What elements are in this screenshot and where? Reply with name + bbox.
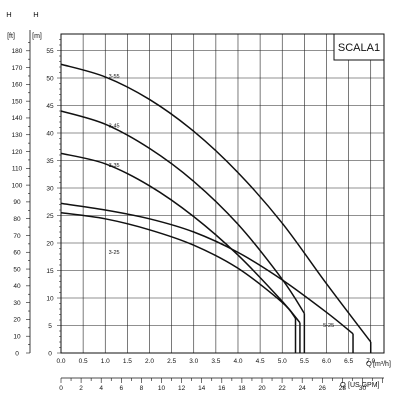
x-secondary-tick-label: 22	[278, 385, 286, 392]
y-left-tick-label: 140	[12, 115, 23, 122]
x-tick-label: 1.0	[101, 358, 110, 365]
y-right-tick-label: 0	[48, 350, 52, 357]
curves	[60, 63, 372, 353]
axes	[26, 30, 385, 383]
curve-3-55	[60, 63, 372, 343]
y-right-tick-label: 45	[46, 103, 54, 110]
y-left-tick-label: 90	[13, 199, 21, 206]
curve-3-25	[60, 212, 297, 319]
x-secondary-tick-label: 10	[158, 385, 166, 392]
y-left-tick-label: 150	[12, 98, 23, 105]
y-left-tick-label: 180	[12, 48, 23, 55]
x-secondary-tick-label: 16	[218, 385, 226, 392]
x-secondary-tick-label: 24	[299, 385, 307, 392]
x-secondary-tick-label: 8	[140, 385, 144, 392]
x-tick-label: 2.5	[167, 358, 176, 365]
x-secondary-tick-label: 12	[178, 385, 186, 392]
x-secondary-tick-label: 28	[339, 385, 347, 392]
x-tick-label: 6.5	[344, 358, 353, 365]
y-left-tick-label: 0	[15, 350, 19, 357]
y-right-tick-label: 35	[46, 158, 54, 165]
curve-label-3-35: 3-35	[109, 163, 120, 169]
x-tick-label: 5.5	[300, 358, 309, 365]
x-secondary-tick-label: 30	[359, 385, 367, 392]
x-tick-label: 0.5	[79, 358, 88, 365]
x-tick-label: 6.0	[322, 358, 331, 365]
x-secondary-tick-label: 0	[59, 385, 63, 392]
x-secondary-tick-label: 26	[319, 385, 327, 392]
y-left-tick-label: 20	[13, 317, 21, 324]
x-tick-label: 4.5	[256, 358, 265, 365]
y-right-tick-label: 20	[46, 240, 54, 247]
y-left-tick-label: 160	[12, 82, 23, 89]
y-left-tick-label: 130	[12, 132, 23, 139]
x-tick-label: 3.5	[211, 358, 220, 365]
x-tick-label: 2.0	[145, 358, 154, 365]
x-axis-unit: [m³/h]	[373, 361, 391, 368]
x-secondary-tick-label: 4	[99, 385, 103, 392]
y-left-axis-label: H	[6, 10, 11, 19]
x-secondary-axis-label: Q	[340, 380, 346, 389]
chart-title: SCALA1	[338, 42, 380, 54]
y-left-tick-label: 120	[12, 149, 23, 156]
y-right-tick-label: 5	[48, 323, 52, 330]
y-left-tick-label: 80	[13, 216, 21, 223]
x-tick-label: 4.0	[233, 358, 242, 365]
y-right-tick-label: 25	[46, 213, 54, 220]
y-left-tick-label: 110	[12, 166, 23, 173]
x-secondary-tick-label: 14	[198, 385, 206, 392]
x-secondary-tick-label: 20	[258, 385, 266, 392]
x-secondary-axis-unit: [US GPM]	[348, 382, 380, 389]
labels: 0.0 0.5 1.0 1.5 2.0 2.5 3.0 3.5 4.0 4.5 5.0 5.5 6.0 6…	[12, 48, 376, 392]
curve-3-35	[60, 152, 301, 324]
y-right-tick-label: 15	[46, 268, 54, 275]
y-right-tick-label: 40	[46, 130, 54, 137]
plot-frame	[60, 33, 385, 354]
curve-3-45	[60, 110, 305, 314]
y-right-tick-label: 50	[46, 75, 54, 82]
y-left-tick-label: 30	[13, 300, 21, 307]
y-right-axis-unit: [m]	[32, 33, 42, 40]
curve-label-3-55: 3-55	[109, 74, 120, 80]
y-left-tick-label: 10	[13, 334, 21, 341]
x-axis-label: Q	[366, 359, 372, 368]
y-right-axis-label: H	[33, 10, 38, 19]
y-right-tick-label: 30	[46, 185, 54, 192]
curve-label-3-45: 3-45	[109, 124, 120, 130]
x-tick-label: 1.5	[123, 358, 132, 365]
curve-label-3-25: 3-25	[109, 250, 120, 256]
curve-5-25	[60, 202, 354, 335]
y-right-tick-label: 55	[46, 48, 54, 55]
x-tick-label: 7.0	[366, 358, 375, 365]
y-left-tick-label: 60	[13, 250, 21, 257]
y-left-tick-label: 100	[12, 182, 23, 189]
y-right-tick-label: 10	[46, 295, 54, 302]
y-left-tick-label: 40	[13, 283, 21, 290]
y-left-tick-label: 170	[12, 65, 23, 72]
grid	[60, 34, 384, 354]
curve-label-5-25: 5-25	[323, 323, 334, 329]
chart-title-box	[333, 33, 385, 61]
y-left-tick-label: 50	[13, 266, 21, 273]
x-secondary-tick-label: 6	[119, 385, 123, 392]
y-left-tick-label: 70	[13, 233, 21, 240]
x-secondary-tick-label: 2	[79, 385, 83, 392]
y-left-axis-unit: [ft]	[7, 33, 15, 40]
x-tick-label: 3.0	[189, 358, 198, 365]
x-tick-label: 0.0	[56, 358, 65, 365]
x-secondary-tick-label: 18	[238, 385, 246, 392]
x-tick-label: 5.0	[278, 358, 287, 365]
